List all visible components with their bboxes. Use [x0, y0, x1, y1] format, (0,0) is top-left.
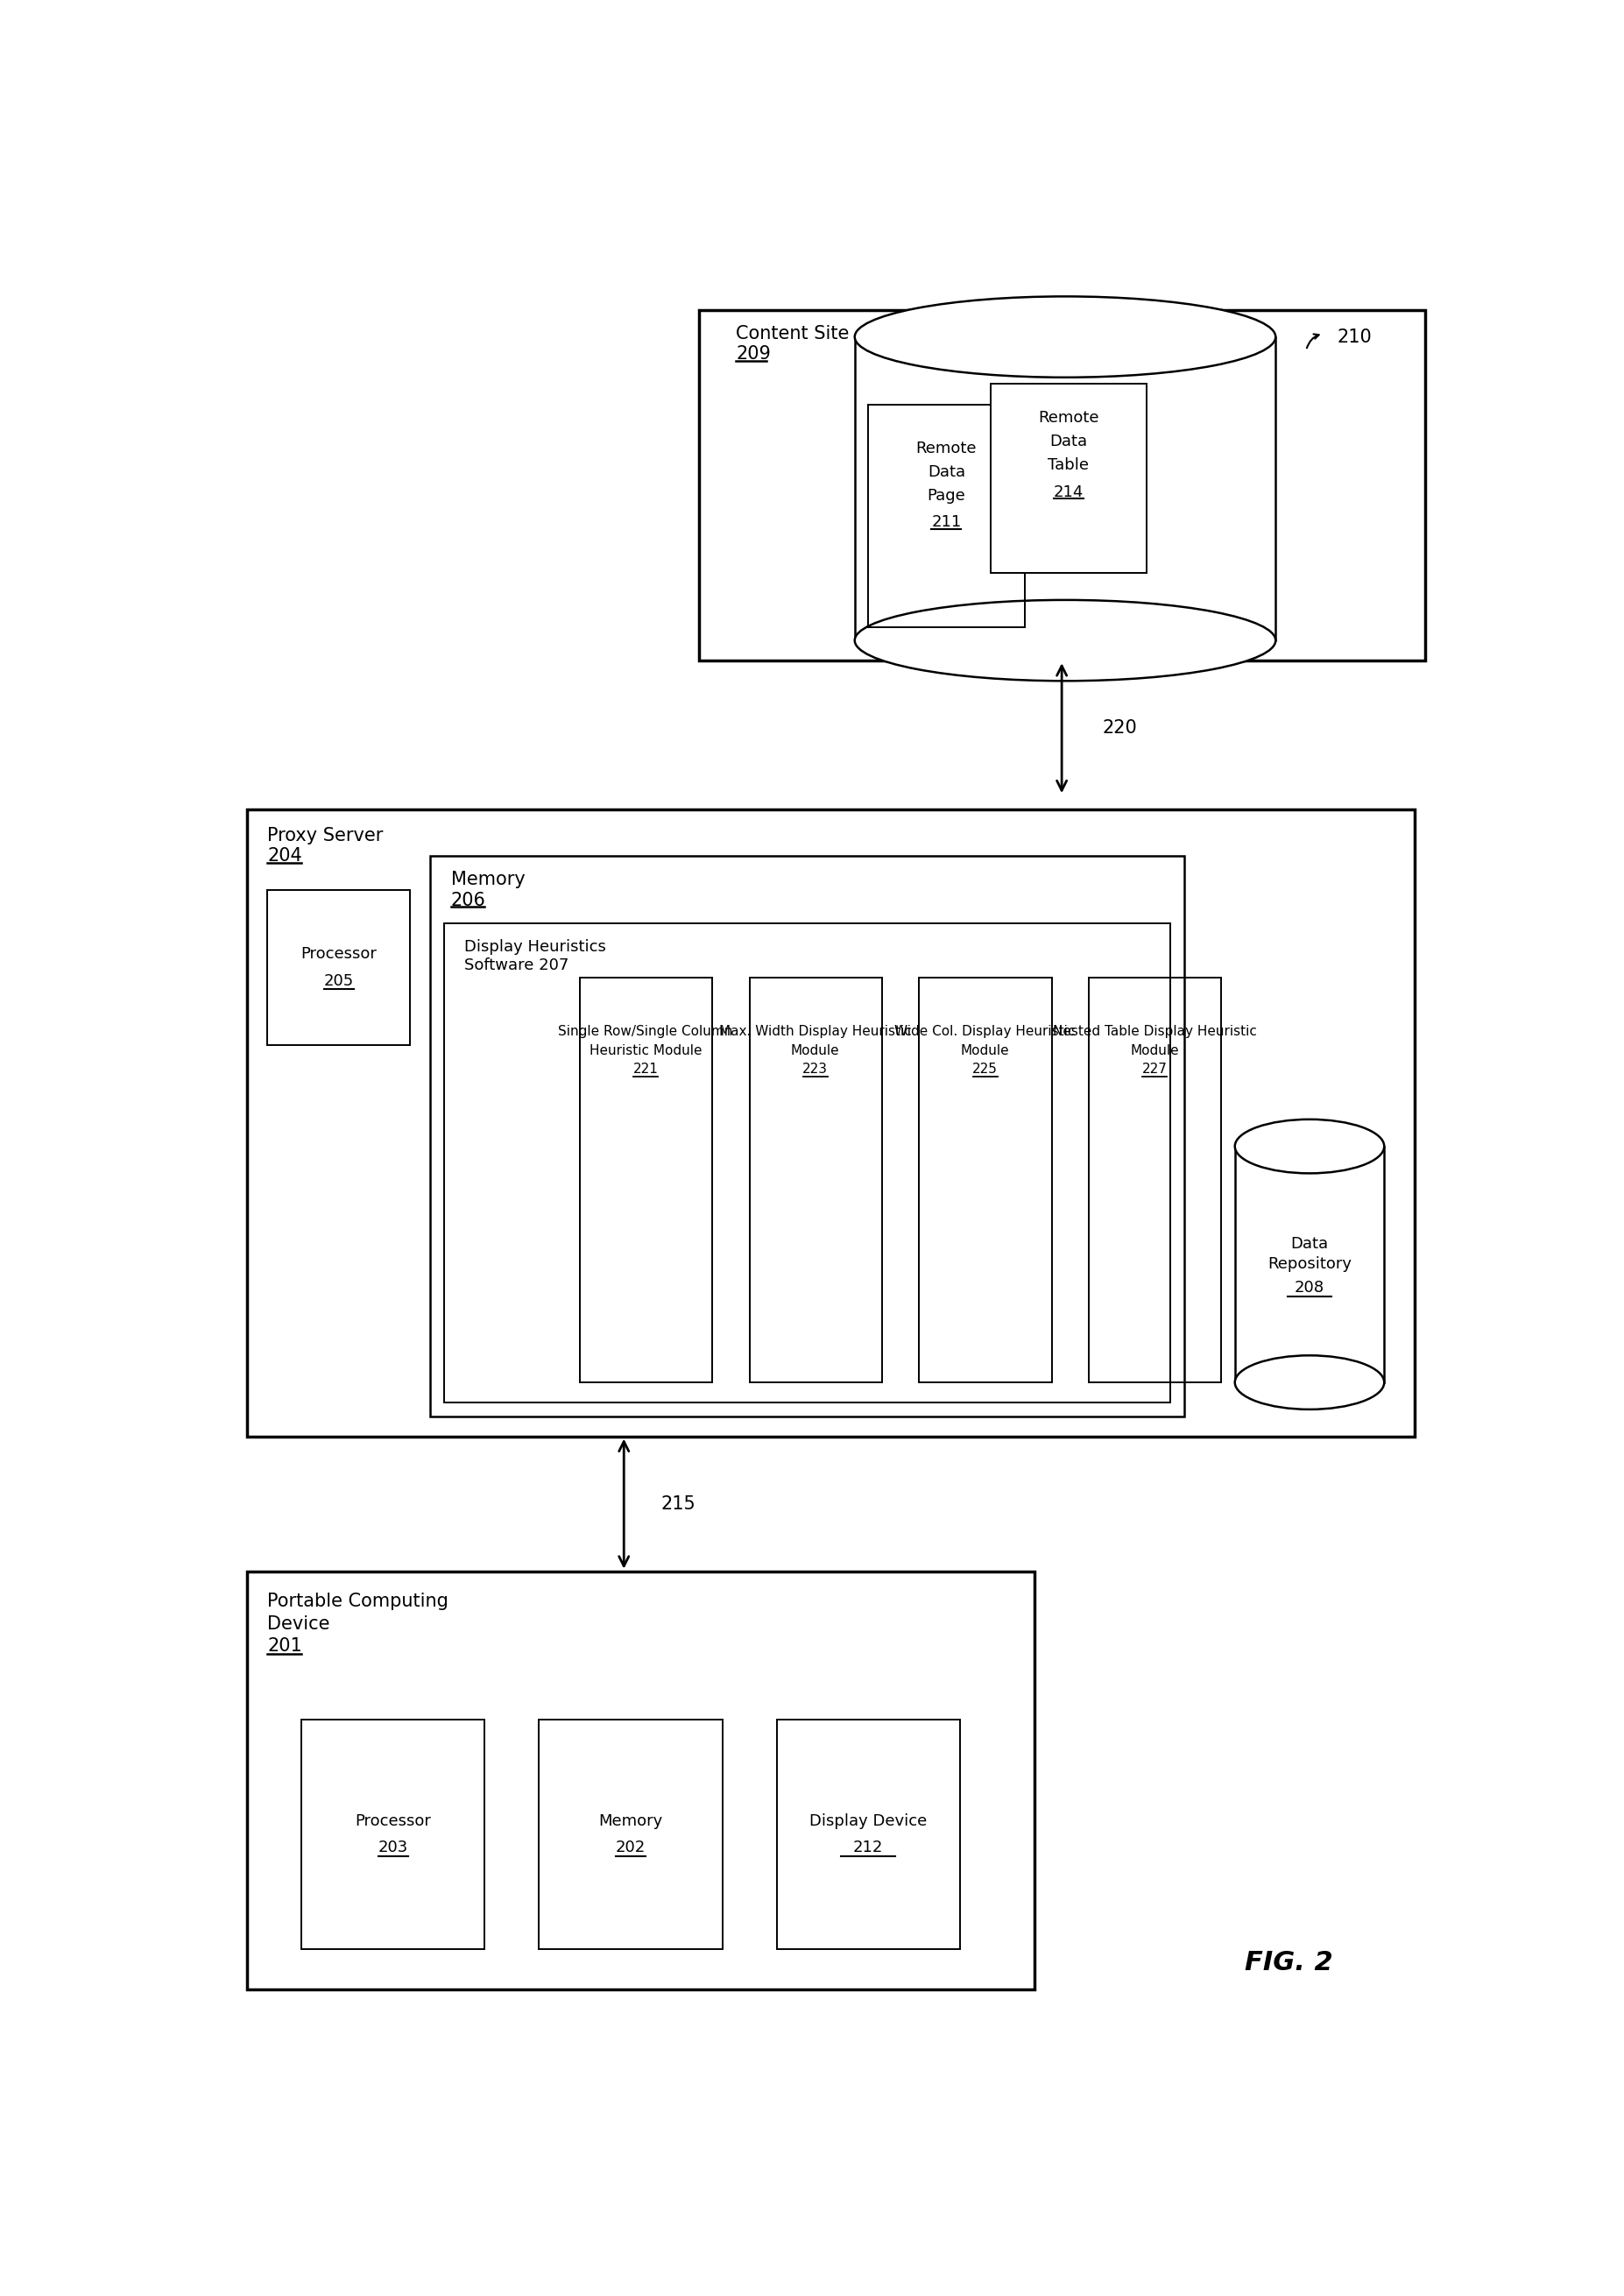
Text: Data: Data: [1291, 1235, 1328, 1251]
Text: 204: 204: [268, 847, 302, 866]
Bar: [750, 978, 882, 1382]
Text: Software 207: Software 207: [464, 957, 568, 974]
Text: Module: Module: [961, 1045, 1010, 1056]
Ellipse shape: [1234, 1355, 1384, 1410]
Text: Heuristic Module: Heuristic Module: [590, 1045, 702, 1056]
Bar: [247, 808, 1415, 1437]
Text: 202: 202: [615, 1839, 646, 1855]
Bar: [854, 338, 1275, 641]
Text: Display Device: Display Device: [809, 1814, 927, 1828]
Bar: [991, 383, 1147, 574]
Text: Table: Table: [1047, 457, 1090, 473]
Bar: [869, 404, 1025, 627]
Text: Page: Page: [927, 487, 966, 503]
Text: 206: 206: [451, 891, 486, 909]
Text: Data: Data: [927, 464, 965, 480]
Bar: [776, 1720, 960, 1949]
Text: Processor: Processor: [300, 946, 377, 962]
Bar: [443, 923, 1171, 1403]
Text: Data: Data: [1049, 434, 1088, 450]
Text: 215: 215: [661, 1495, 697, 1513]
Text: Repository: Repository: [1267, 1256, 1351, 1272]
Bar: [580, 978, 713, 1382]
Text: Memory: Memory: [599, 1814, 663, 1828]
Text: Remote: Remote: [916, 441, 976, 457]
Text: FIG. 2: FIG. 2: [1246, 1949, 1333, 1975]
Text: Remote: Remote: [1038, 411, 1099, 425]
Bar: [1090, 978, 1221, 1382]
Bar: [268, 891, 409, 1045]
Text: Nested Table Display Heuristic: Nested Table Display Heuristic: [1052, 1024, 1257, 1038]
Ellipse shape: [854, 296, 1275, 377]
Text: Device: Device: [268, 1614, 330, 1632]
Bar: [430, 856, 1184, 1417]
Text: Proxy Server: Proxy Server: [268, 827, 383, 845]
Text: 209: 209: [736, 344, 771, 363]
Text: Single Row/Single Column: Single Row/Single Column: [559, 1024, 732, 1038]
Text: Wide Col. Display Heuristic: Wide Col. Display Heuristic: [895, 1024, 1075, 1038]
Text: Max. Width Display Heuristic: Max. Width Display Heuristic: [719, 1024, 911, 1038]
Text: Display Heuristics: Display Heuristics: [464, 939, 606, 955]
Ellipse shape: [1234, 1120, 1384, 1173]
Bar: [1234, 1146, 1384, 1382]
Text: 210: 210: [1337, 328, 1372, 347]
Text: 214: 214: [1054, 484, 1083, 501]
Text: Processor: Processor: [356, 1814, 430, 1828]
Text: Portable Computing: Portable Computing: [268, 1593, 448, 1609]
Bar: [302, 1720, 484, 1949]
Text: 208: 208: [1294, 1281, 1325, 1295]
Text: 225: 225: [973, 1063, 997, 1077]
Text: 220: 220: [1103, 719, 1137, 737]
Bar: [919, 978, 1052, 1382]
Text: 221: 221: [633, 1063, 658, 1077]
Bar: [247, 1570, 1034, 1988]
Text: 211: 211: [931, 514, 961, 530]
Ellipse shape: [854, 599, 1275, 682]
Text: 205: 205: [323, 974, 354, 990]
Text: Module: Module: [1130, 1045, 1179, 1056]
Bar: [698, 310, 1424, 661]
Text: Content Site: Content Site: [736, 324, 849, 342]
Text: 227: 227: [1142, 1063, 1168, 1077]
Text: 223: 223: [802, 1063, 828, 1077]
Text: 212: 212: [853, 1839, 883, 1855]
Text: 201: 201: [268, 1637, 302, 1655]
Bar: [539, 1720, 723, 1949]
Text: Memory: Memory: [451, 870, 525, 889]
Text: 203: 203: [378, 1839, 408, 1855]
Text: Module: Module: [791, 1045, 840, 1056]
